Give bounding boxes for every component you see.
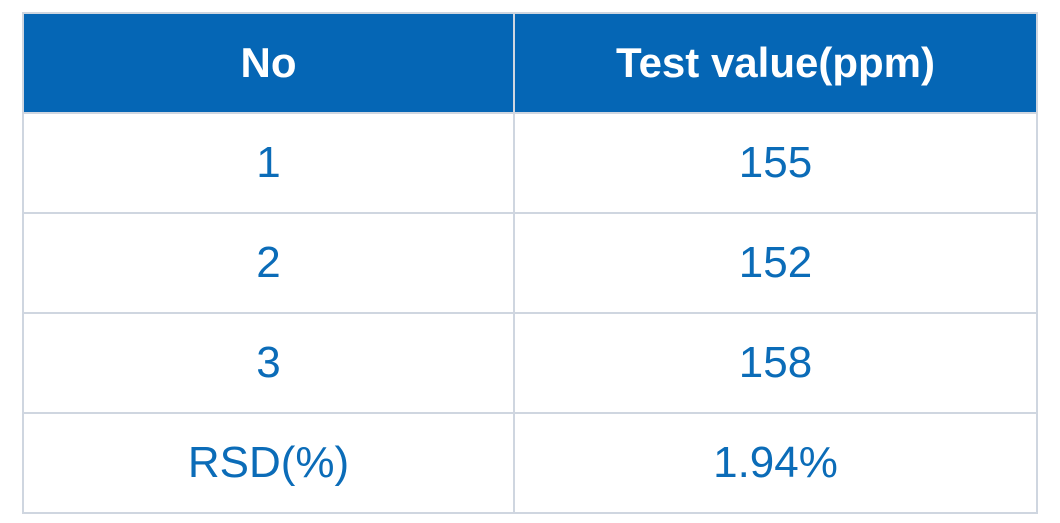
data-table: No Test value(ppm) 1 155 2 152 3 158 RSD(%) 1.9…	[22, 12, 1038, 514]
table-cell: 1.94%	[513, 412, 1038, 514]
table-cell: 152	[513, 212, 1038, 314]
table-row: 1 155	[22, 112, 1038, 214]
header-cell: Test value(ppm)	[513, 12, 1038, 114]
table-row: RSD(%) 1.94%	[22, 412, 1038, 514]
table-header: No Test value(ppm)	[22, 12, 1038, 114]
table-cell: 155	[513, 112, 1038, 214]
table-cell: 158	[513, 312, 1038, 414]
table-body: 1 155 2 152 3 158 RSD(%) 1.94%	[22, 112, 1038, 514]
table-cell: RSD(%)	[22, 412, 515, 514]
table-row: 2 152	[22, 212, 1038, 314]
table-cell: 1	[22, 112, 515, 214]
header-cell: No	[22, 12, 515, 114]
table-cell: 3	[22, 312, 515, 414]
header-row: No Test value(ppm)	[22, 12, 1038, 114]
table-row: 3 158	[22, 312, 1038, 414]
table-cell: 2	[22, 212, 515, 314]
